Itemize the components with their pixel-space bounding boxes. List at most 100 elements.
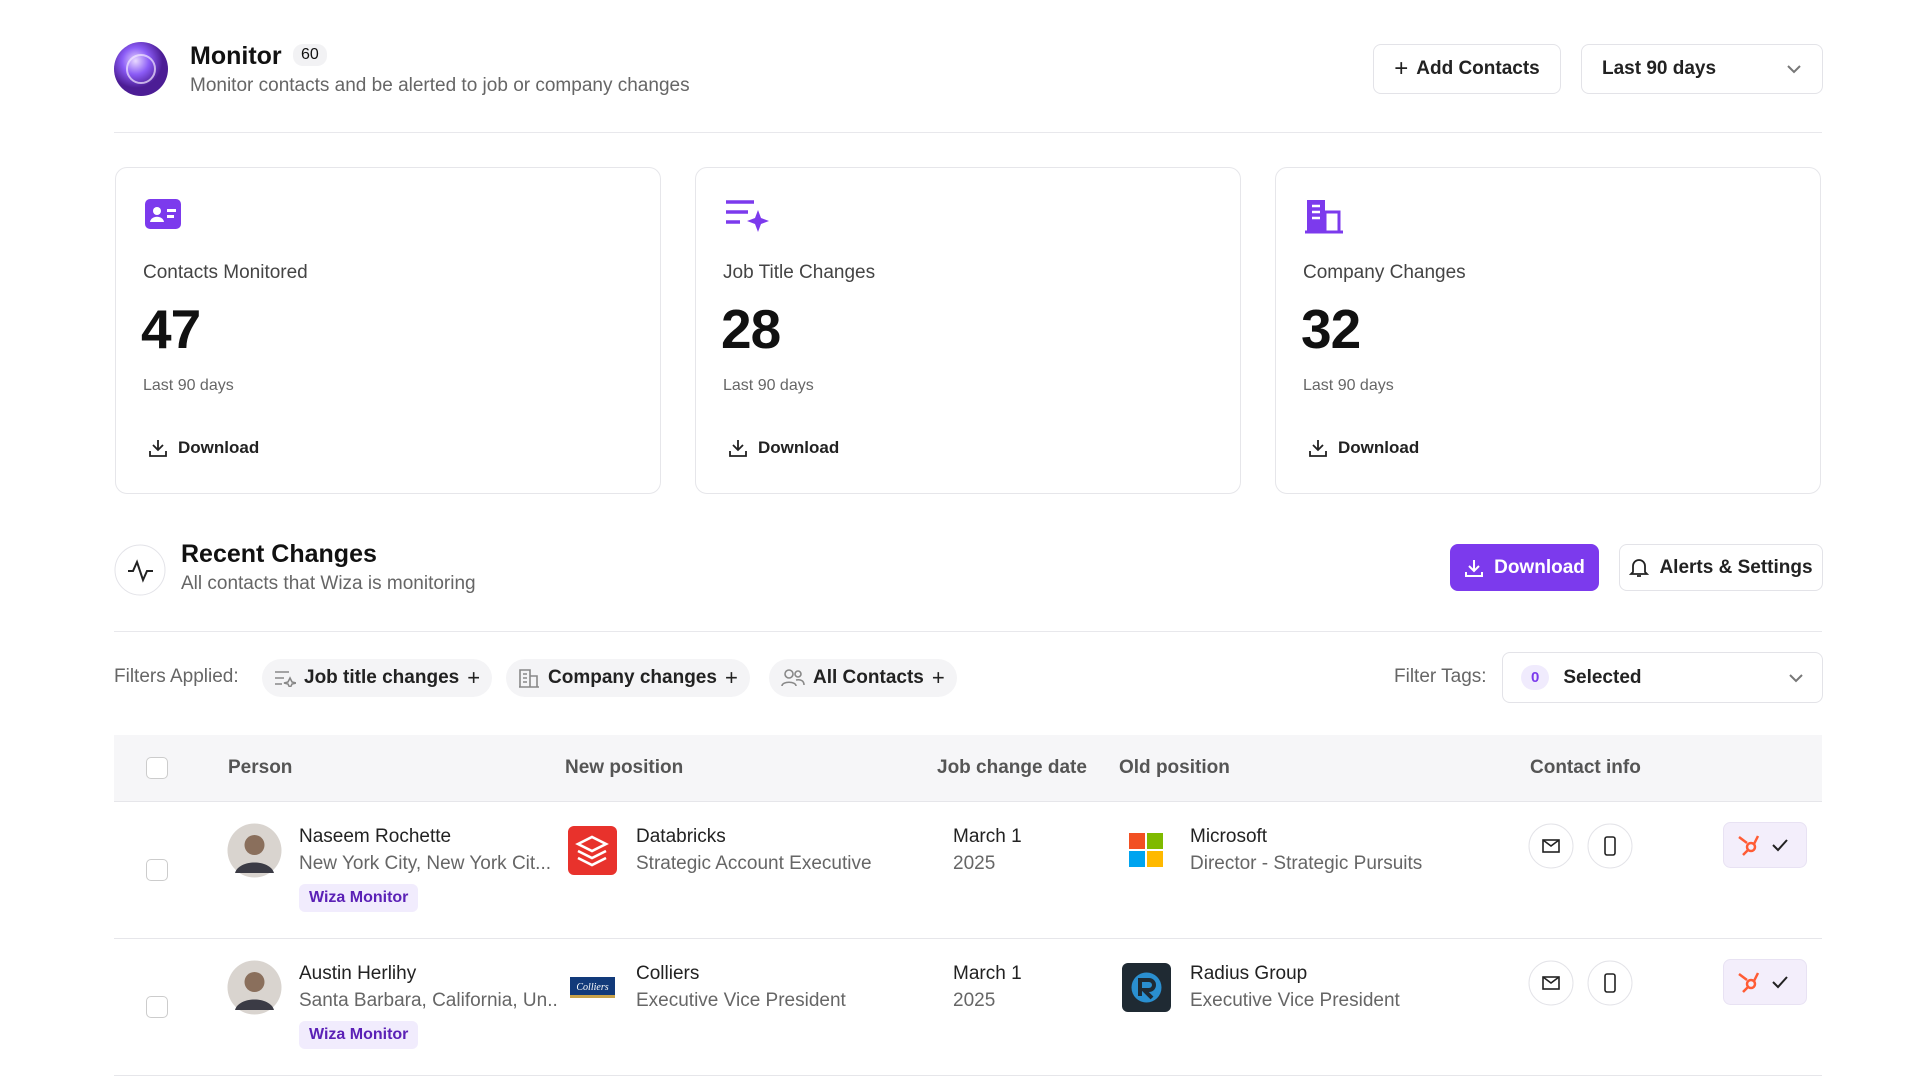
- row-checkbox[interactable]: [146, 859, 168, 881]
- column-header: New position: [565, 757, 684, 778]
- new-title: Strategic Account Executive: [636, 853, 872, 874]
- column-header: Contact info: [1530, 757, 1641, 778]
- contact-card-icon: [145, 199, 181, 229]
- alerts-settings-button[interactable]: Alerts & Settings: [1619, 544, 1823, 591]
- company-logo: [1122, 963, 1171, 1012]
- select-all-checkbox[interactable]: [146, 757, 168, 779]
- download-button[interactable]: Download: [1450, 544, 1599, 591]
- new-logo: [568, 826, 617, 875]
- section-title: Recent Changes: [181, 540, 377, 568]
- company-icon: [1305, 200, 1343, 234]
- card-download-label: Download: [758, 438, 840, 457]
- page-title: Monitor: [190, 42, 282, 70]
- new-company: Databricks: [636, 826, 726, 847]
- chip-label: All Contacts: [813, 667, 924, 688]
- person-location: New York City, New York Cit...: [299, 853, 552, 874]
- person-tag: Wiza Monitor: [299, 1021, 419, 1049]
- download-label: Download: [1494, 556, 1585, 578]
- plus-icon: +: [931, 665, 945, 690]
- job-title-icon: [726, 200, 769, 232]
- old-title: Director - Strategic Pursuits: [1190, 853, 1423, 874]
- new-company: Colliers: [636, 963, 700, 984]
- email-button[interactable]: [1527, 959, 1575, 1007]
- company-logo: [568, 826, 617, 875]
- card-download[interactable]: Download: [148, 438, 259, 458]
- card-value: 32: [1301, 298, 1361, 360]
- avatar: [227, 823, 282, 878]
- chevron: [1787, 65, 1801, 74]
- section-subtitle: All contacts that Wiza is monitoring: [181, 573, 476, 594]
- filters-label: Filters Applied:: [114, 666, 239, 687]
- count-badge: 60: [293, 44, 327, 66]
- add-contacts-label: Add Contacts: [1416, 58, 1540, 79]
- filter-chip[interactable]: Company changes +: [506, 659, 750, 697]
- person-name: Austin Herlihy: [299, 963, 417, 984]
- chevron: [1789, 673, 1803, 682]
- phone-button[interactable]: [1586, 959, 1634, 1007]
- plus-icon: +: [467, 665, 481, 690]
- company-logo: Colliers: [570, 977, 615, 998]
- card-download[interactable]: Download: [1308, 438, 1419, 458]
- filter-chip[interactable]: Job title changes +: [262, 659, 493, 697]
- svg-text:Colliers: Colliers: [576, 982, 608, 993]
- old-logo: [1122, 963, 1171, 1012]
- download-icon: [1309, 440, 1327, 457]
- stat-card: [115, 167, 661, 494]
- old-company: Radius Group: [1190, 963, 1308, 984]
- new-title: Executive Vice President: [636, 990, 846, 1011]
- add-contacts-button[interactable]: + Add Contacts: [1373, 44, 1561, 94]
- filter-chip[interactable]: All Contacts +: [769, 659, 957, 697]
- plus-icon: +: [1394, 55, 1409, 82]
- row-divider: [114, 1075, 1822, 1076]
- filter-tags-label: Filter Tags:: [1394, 666, 1487, 687]
- column-header: Old position: [1119, 757, 1230, 778]
- row-divider: [114, 938, 1822, 939]
- change-year: 2025: [953, 990, 996, 1011]
- alerts-settings-label: Alerts & Settings: [1659, 556, 1813, 578]
- card-icon: [144, 198, 182, 230]
- card-icon: [1304, 198, 1344, 234]
- card-value: 47: [141, 298, 201, 360]
- new-logo: Colliers: [568, 963, 617, 1012]
- date-range-dropdown[interactable]: Last 90 days: [1581, 44, 1823, 94]
- person-name: Naseem Rochette: [299, 826, 452, 847]
- change-date: March 1: [953, 963, 1022, 984]
- activity-icon: [114, 544, 166, 596]
- card-period: Last 90 days: [723, 377, 814, 394]
- card-icon: [724, 198, 770, 234]
- stat-card: [695, 167, 1241, 494]
- chip-icon: [519, 669, 539, 688]
- chip-icon: [275, 671, 296, 687]
- old-title: Executive Vice President: [1190, 990, 1400, 1011]
- table-header: [114, 735, 1822, 802]
- old-company: Microsoft: [1190, 826, 1268, 847]
- person-location: Santa Barbara, California, Un..: [299, 990, 558, 1011]
- tags-value: Selected: [1563, 666, 1642, 688]
- person-tag: Wiza Monitor: [299, 884, 419, 912]
- avatar: [227, 960, 282, 1015]
- card-period: Last 90 days: [1303, 377, 1394, 394]
- row-checkbox[interactable]: [146, 996, 168, 1018]
- column-header: Job change date: [937, 757, 1087, 778]
- company-logo: [1129, 833, 1163, 867]
- card-period: Last 90 days: [143, 377, 234, 394]
- column-header: Person: [228, 757, 293, 778]
- download-icon: [149, 440, 167, 457]
- crm-sync-button[interactable]: [1723, 822, 1807, 868]
- chip-label: Company changes: [548, 667, 717, 688]
- card-label: Company Changes: [1303, 262, 1466, 283]
- phone-button[interactable]: [1586, 822, 1634, 870]
- card-download-label: Download: [178, 438, 260, 457]
- chip-label: Job title changes: [304, 667, 460, 688]
- card-download[interactable]: Download: [728, 438, 839, 458]
- download-icon: [729, 440, 747, 457]
- filter-tags-dropdown[interactable]: 0 Selected: [1502, 652, 1823, 703]
- download-icon: [1465, 559, 1484, 577]
- email-button[interactable]: [1527, 822, 1575, 870]
- card-label: Contacts Monitored: [143, 262, 308, 283]
- chip-icon: [781, 669, 805, 687]
- stat-card: [1275, 167, 1821, 494]
- tags-count: 0: [1521, 665, 1550, 690]
- crm-sync-button[interactable]: [1723, 959, 1807, 1005]
